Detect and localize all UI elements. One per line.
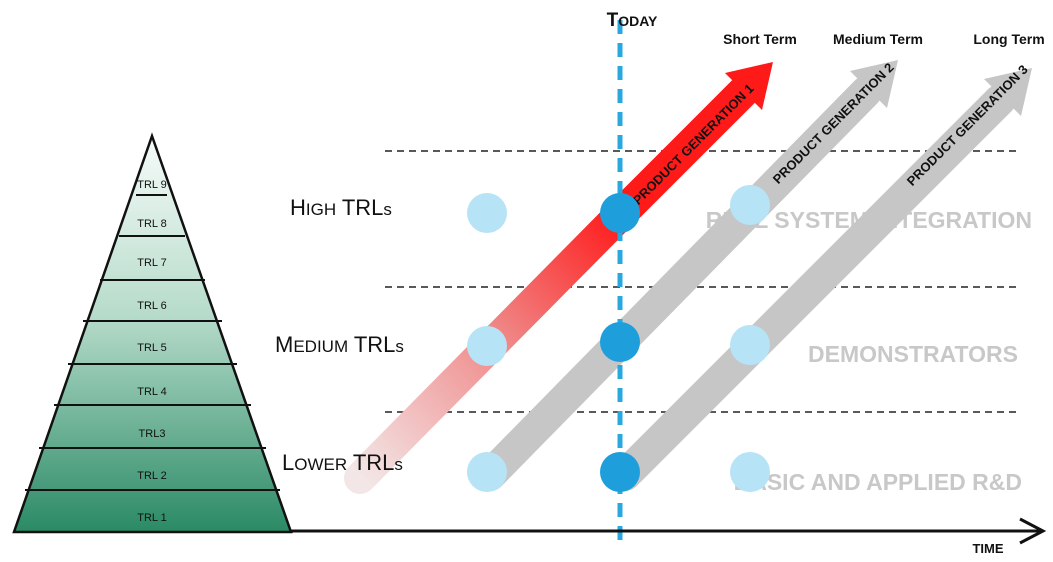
pyramid-level-trl-2: TRL 2 — [137, 470, 167, 482]
zone-label-demonstrators: DEMONSTRATORS — [808, 341, 1018, 367]
horizon-label-long-term: Long Term — [973, 31, 1044, 47]
pyramid-level-trl-7: TRL 7 — [137, 257, 167, 269]
time-arrow-icon — [1019, 517, 1047, 545]
trl-band-label-lower: LOWER TRLs — [282, 450, 403, 475]
milestone-dots — [467, 185, 770, 492]
dot-medium-past — [467, 326, 507, 366]
pyramid-level-trl-6: TRL 6 — [137, 300, 167, 312]
trl-band-label-high: HIGH TRLs — [290, 195, 392, 220]
trl-pyramid: TRL 9 TRL 8 TRL 7 TRL 6 TRL 5 TRL 4 TRL3… — [12, 132, 293, 534]
product-generation-3-label: PRODUCT GENERATION 3 — [904, 62, 1031, 189]
zone-label-basic-applied-rd: BASIC AND APPLIED R&D — [734, 469, 1022, 495]
product-generation-2-label: PRODUCT GENERATION 2 — [770, 60, 897, 187]
trl-band-label-medium: MEDIUM TRLs — [275, 332, 404, 357]
pyramid-level-trl-4: TRL 4 — [137, 386, 167, 398]
dot-lower-future — [730, 452, 770, 492]
dot-lower-past — [467, 452, 507, 492]
time-axis-label: TIME — [972, 541, 1003, 556]
pyramid-level-trl-5: TRL 5 — [137, 342, 167, 354]
time-axis: TIME — [290, 517, 1047, 556]
pyramid-level-trl-8: TRL 8 — [137, 218, 167, 230]
dot-medium-future — [730, 325, 770, 365]
product-generation-1-label: PRODUCT GENERATION 1 — [630, 81, 757, 208]
dot-high-today — [600, 193, 640, 233]
dot-lower-today — [600, 452, 640, 492]
pyramid-level-trl-3: TRL3 — [139, 428, 166, 440]
pyramid-level-trl-9: TRL 9 — [137, 179, 167, 191]
dot-medium-today — [600, 322, 640, 362]
horizon-label-short-term: Short Term — [723, 31, 797, 47]
dot-high-past — [467, 193, 507, 233]
today-label: TODAY — [607, 10, 658, 31]
pyramid-level-trl-1: TRL 1 — [137, 512, 167, 524]
dot-high-future — [730, 185, 770, 225]
horizon-label-medium-term: Medium Term — [833, 31, 923, 47]
